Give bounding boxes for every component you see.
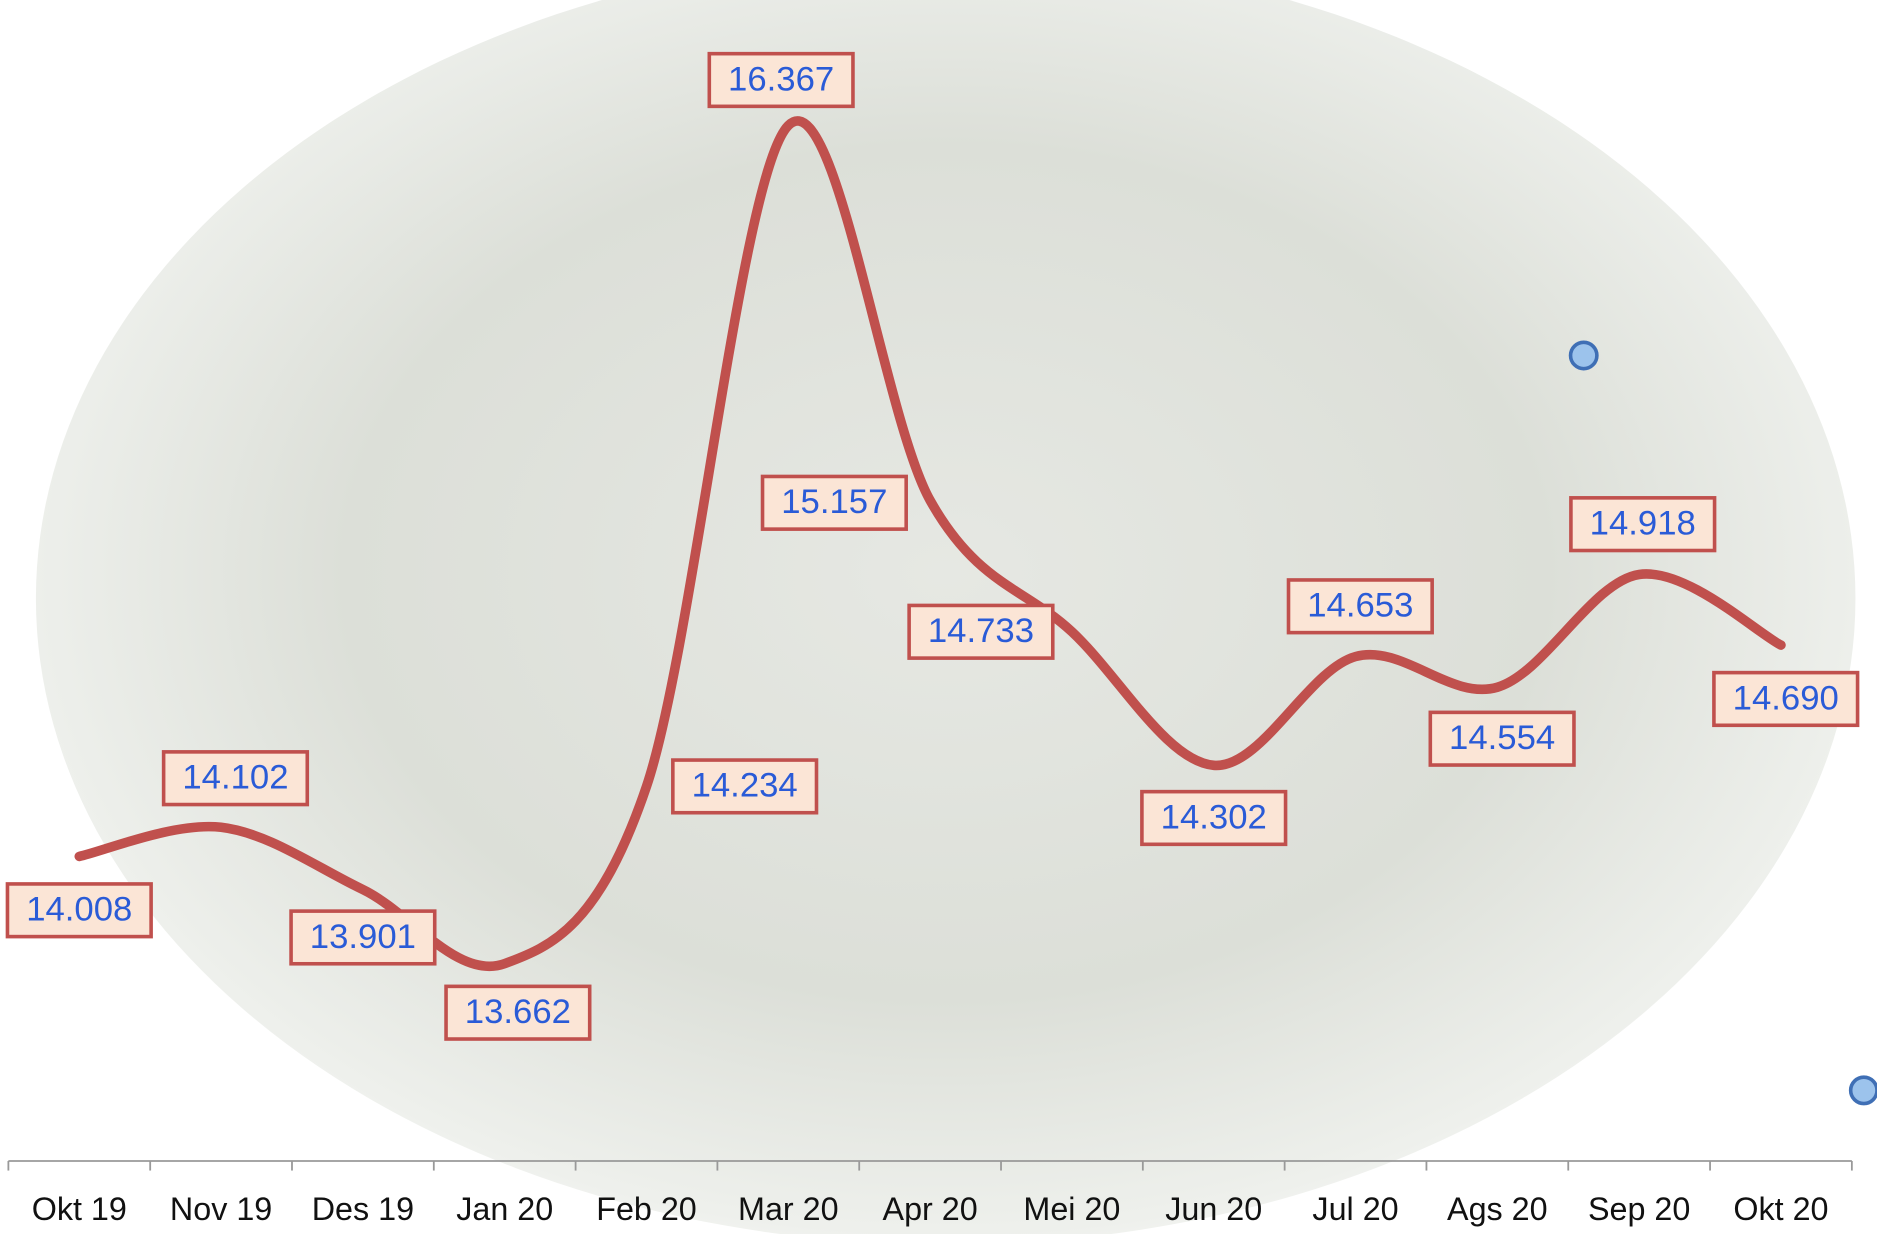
x-tick-label: Apr 20 (883, 1191, 978, 1227)
data-label: 14.918 (1590, 505, 1696, 543)
data-label-box (161, 750, 310, 807)
data-label-box (1712, 670, 1860, 728)
data-label-box (707, 51, 855, 109)
data-label-box (671, 758, 819, 815)
x-tick-label: Des 19 (312, 1191, 414, 1227)
data-label-box (1140, 789, 1288, 847)
x-tick-label: Jan 20 (456, 1191, 553, 1227)
data-label: 14.102 (182, 759, 288, 797)
data-label-box (444, 984, 592, 1041)
data-label-box (1286, 578, 1434, 635)
data-label-box (1428, 710, 1576, 767)
data-label-box (907, 603, 1055, 660)
x-tick-label: Okt 19 (32, 1191, 127, 1227)
decor-dot (1848, 1075, 1877, 1106)
data-label: 14.302 (1161, 798, 1267, 836)
data-label: 14.008 (26, 891, 132, 929)
x-tick-label: Sep 20 (1588, 1191, 1690, 1227)
data-label: 13.662 (465, 993, 571, 1031)
data-label: 14.733 (928, 612, 1034, 650)
data-label: 14.653 (1307, 587, 1413, 625)
x-tick-label: Mar 20 (738, 1191, 839, 1227)
decor-dot (1568, 340, 1599, 371)
data-label: 14.234 (692, 767, 798, 805)
x-tick-label: Jul 20 (1312, 1191, 1398, 1227)
data-label-box (5, 882, 153, 939)
data-label: 13.901 (310, 918, 416, 956)
data-label-box (289, 909, 437, 966)
x-tick-label: Ags 20 (1447, 1191, 1548, 1227)
x-tick-label: Okt 20 (1733, 1191, 1828, 1227)
x-tick-label: Jun 20 (1165, 1191, 1262, 1227)
data-label: 14.690 (1733, 679, 1839, 717)
data-label: 16.367 (728, 60, 834, 98)
data-label-box (1569, 496, 1717, 553)
x-tick-label: Nov 19 (170, 1191, 272, 1227)
x-tick-label: Mei 20 (1023, 1191, 1120, 1227)
data-label-box (760, 474, 908, 531)
data-label: 14.554 (1449, 719, 1555, 757)
data-label: 15.157 (781, 483, 887, 521)
x-tick-label: Feb 20 (596, 1191, 697, 1227)
